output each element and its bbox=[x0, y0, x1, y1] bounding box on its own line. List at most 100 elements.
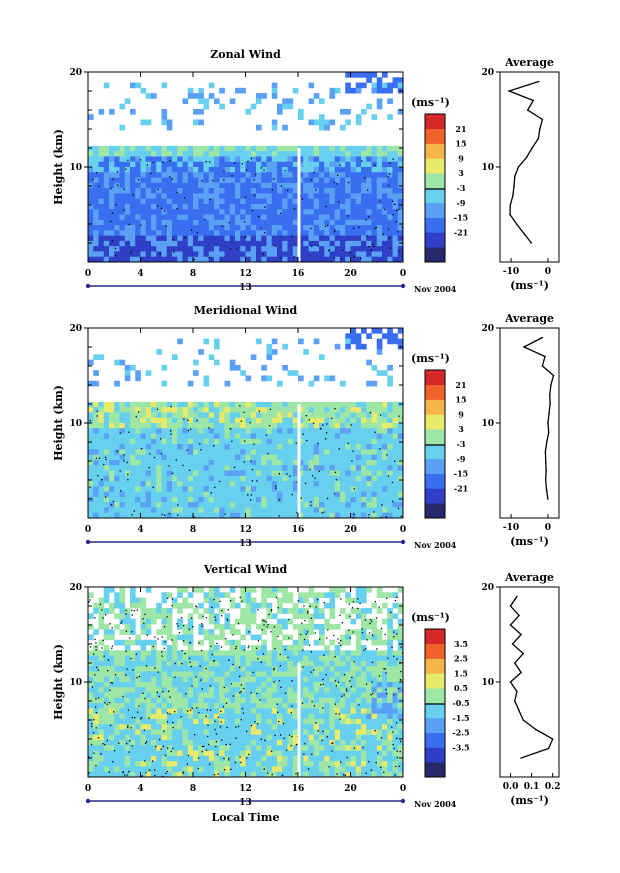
heatmap-cell bbox=[308, 188, 315, 194]
heatmap-cell bbox=[355, 639, 362, 646]
heatmap-cell bbox=[166, 428, 173, 434]
heatmap-cell bbox=[156, 449, 162, 456]
heatmap-cell bbox=[224, 167, 231, 173]
heatmap-cell bbox=[161, 449, 168, 456]
heatmap-cell bbox=[319, 682, 325, 688]
heatmap-cell bbox=[250, 161, 257, 168]
heatmap-cell bbox=[124, 465, 131, 471]
heatmap-cell bbox=[182, 687, 189, 693]
contour-dot bbox=[135, 416, 137, 418]
heatmap-cell bbox=[114, 167, 120, 173]
heatmap-cell bbox=[366, 459, 372, 466]
heatmap-cell bbox=[208, 502, 215, 508]
heatmap-cell bbox=[397, 465, 403, 471]
heatmap-cell bbox=[151, 225, 157, 231]
heatmap-cell bbox=[119, 613, 126, 620]
heatmap-cell bbox=[219, 470, 225, 477]
heatmap-cell bbox=[303, 161, 309, 168]
heatmap-cell bbox=[245, 433, 252, 440]
heatmap-cell bbox=[145, 486, 152, 493]
heatmap-cell bbox=[88, 750, 94, 757]
heatmap-cell bbox=[161, 676, 168, 683]
heatmap-cell bbox=[172, 454, 178, 461]
heatmap-cell bbox=[172, 246, 178, 252]
heatmap-cell bbox=[151, 708, 157, 715]
heatmap-cell bbox=[166, 734, 173, 741]
heatmap-cell bbox=[350, 734, 357, 741]
heatmap-cell bbox=[298, 650, 304, 657]
heatmap-cell bbox=[177, 703, 183, 709]
heatmap-cell bbox=[88, 592, 94, 598]
heatmap-cell bbox=[135, 454, 141, 461]
heatmap-cell bbox=[245, 475, 252, 482]
heatmap-cell bbox=[334, 417, 341, 424]
heatmap-cell bbox=[203, 98, 210, 105]
profile-point bbox=[514, 175, 516, 178]
heatmap-cell bbox=[261, 486, 267, 493]
heatmap-cell bbox=[271, 475, 278, 482]
heatmap-cell bbox=[193, 496, 199, 503]
heatmap-cell bbox=[334, 623, 341, 630]
heatmap-cell bbox=[319, 188, 325, 194]
heatmap-cell bbox=[303, 423, 309, 429]
heatmap-cell bbox=[166, 177, 173, 184]
heatmap-cell bbox=[208, 412, 215, 419]
heatmap-cell bbox=[219, 188, 225, 194]
heatmap-cell bbox=[350, 724, 357, 730]
heatmap-cell bbox=[124, 235, 131, 242]
contour-dot bbox=[103, 463, 105, 466]
heatmap-cell bbox=[235, 438, 241, 445]
heatmap-cell bbox=[208, 219, 215, 226]
contour-dot bbox=[324, 225, 327, 227]
heatmap-cell bbox=[266, 219, 273, 226]
heatmap-cell bbox=[124, 407, 131, 413]
heatmap-cell bbox=[151, 745, 157, 752]
heatmap-cell bbox=[319, 167, 325, 173]
heatmap-cell bbox=[319, 761, 325, 767]
heatmap-cell bbox=[198, 470, 204, 477]
heatmap-cell bbox=[282, 182, 288, 189]
heatmap-cell bbox=[240, 761, 246, 767]
heatmap-cell bbox=[214, 666, 220, 672]
heatmap-cell bbox=[303, 203, 309, 210]
heatmap-cell bbox=[214, 660, 220, 667]
heatmap-cell bbox=[182, 214, 189, 221]
heatmap-cell bbox=[303, 734, 309, 741]
heatmap-cell bbox=[182, 177, 189, 184]
heatmap-cell bbox=[140, 671, 147, 678]
heatmap-cell bbox=[340, 188, 346, 194]
heatmap-cell bbox=[282, 592, 288, 598]
heatmap-cell bbox=[177, 412, 183, 419]
heatmap-cell bbox=[282, 666, 288, 672]
contour-dot bbox=[338, 201, 340, 203]
heatmap-cell bbox=[130, 465, 136, 471]
heatmap-cell bbox=[103, 650, 110, 657]
heatmap-cell bbox=[203, 481, 210, 487]
heatmap-cell bbox=[319, 475, 325, 482]
heatmap-cell bbox=[324, 161, 330, 168]
heatmap-cell bbox=[371, 72, 378, 78]
heatmap-cell bbox=[366, 235, 372, 242]
heatmap-cell bbox=[235, 433, 241, 440]
heatmap-cell bbox=[319, 459, 325, 466]
profile-point bbox=[517, 166, 520, 168]
heatmap-cell bbox=[287, 412, 294, 419]
heatmap-cell bbox=[187, 734, 194, 741]
heatmap-cell bbox=[145, 151, 152, 157]
heatmap-cell bbox=[313, 151, 320, 157]
heatmap-cell bbox=[235, 182, 241, 189]
heatmap-cell bbox=[277, 219, 283, 226]
heatmap-cell bbox=[266, 766, 273, 773]
heatmap-cell bbox=[151, 491, 157, 498]
contour-dot bbox=[254, 194, 256, 197]
heatmap-cell bbox=[161, 613, 168, 620]
heatmap-cell bbox=[366, 491, 372, 498]
heatmap-cell bbox=[187, 209, 194, 215]
heatmap-cell bbox=[130, 692, 136, 699]
heatmap-cell bbox=[250, 734, 257, 741]
heatmap-cell bbox=[214, 766, 220, 773]
heatmap-cell bbox=[151, 145, 157, 152]
heatmap-cell bbox=[93, 145, 99, 152]
heatmap-cell bbox=[340, 444, 346, 450]
heatmap-cell bbox=[187, 671, 194, 678]
